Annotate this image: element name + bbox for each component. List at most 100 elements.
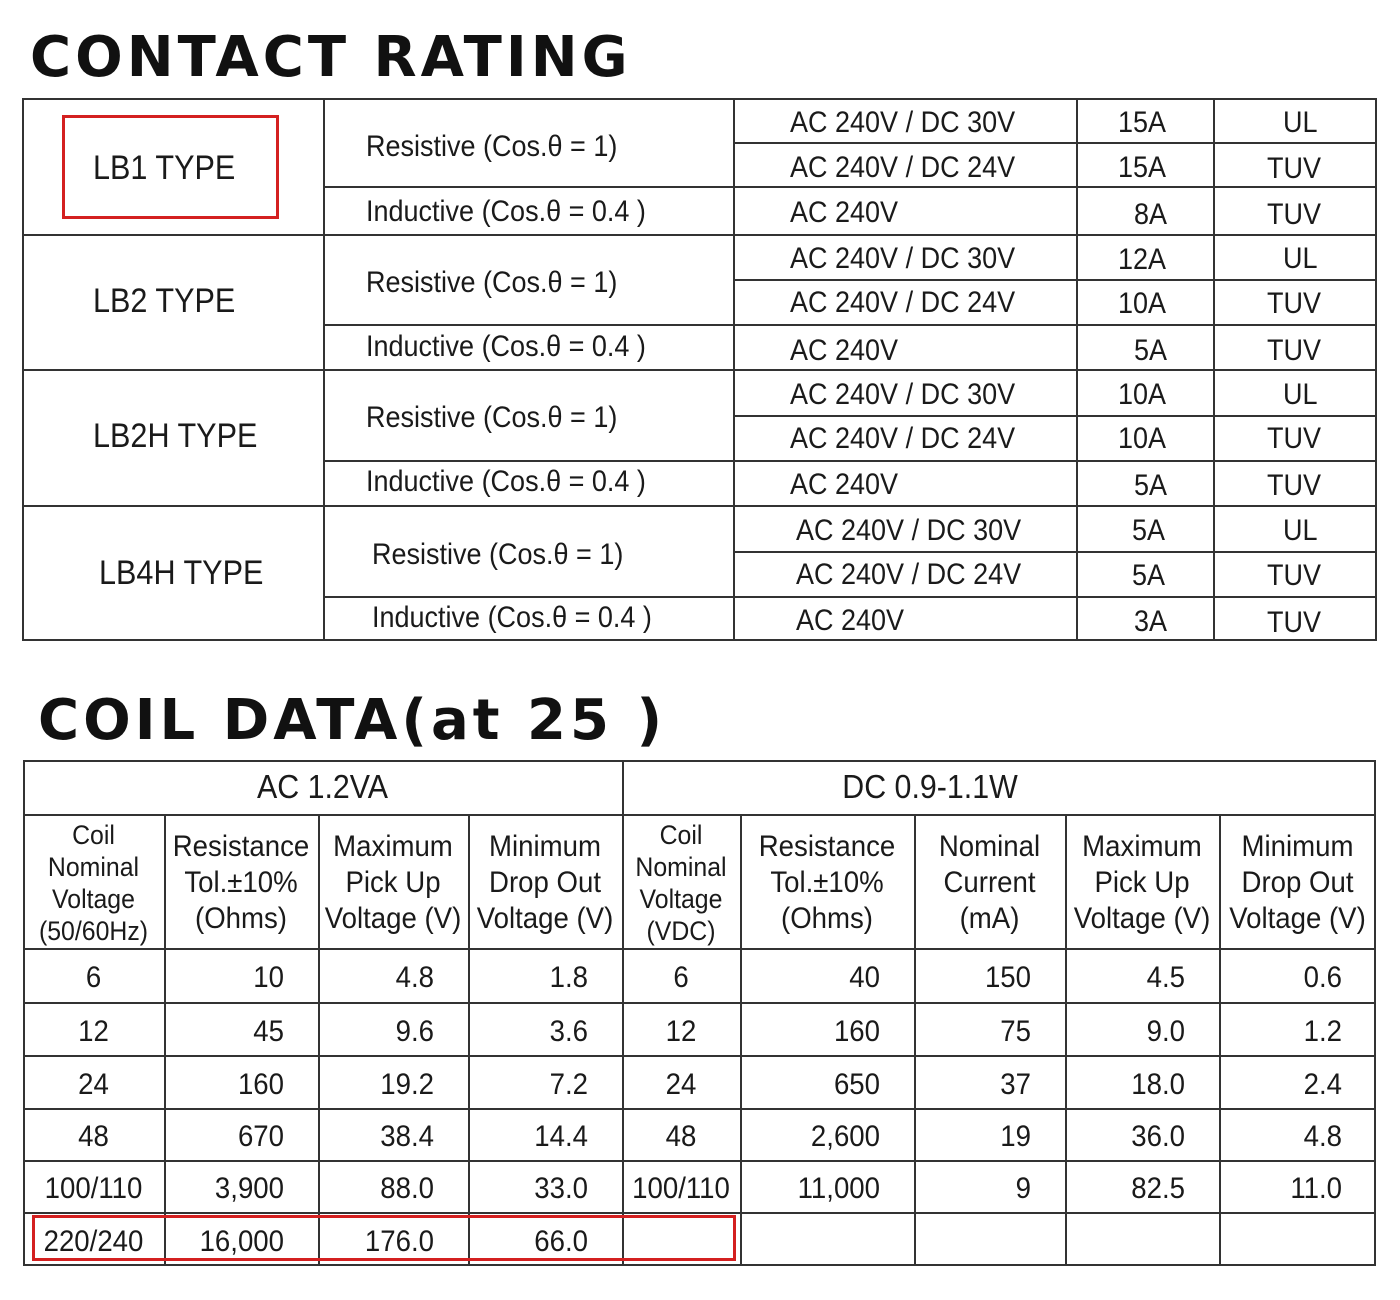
voltage-cell: AC 240V / DC 24V bbox=[796, 558, 1022, 591]
column-divider bbox=[914, 814, 916, 1266]
voltage-cell: AC 240V / DC 30V bbox=[790, 242, 1016, 275]
column-header-line: Voltage (V) bbox=[324, 902, 462, 935]
current-cell: 5A bbox=[1134, 469, 1168, 502]
table-cell: 75 bbox=[1000, 1014, 1031, 1048]
table-cell: 150 bbox=[984, 961, 1031, 994]
voltage-cell: AC 240V / DC 24V bbox=[790, 286, 1016, 319]
table-cell: 36.0 bbox=[1131, 1120, 1185, 1153]
column-divider bbox=[740, 814, 742, 1266]
table-cell: 176.0 bbox=[364, 1225, 434, 1258]
current-cell: 5A bbox=[1134, 334, 1168, 367]
row-divider bbox=[23, 814, 1376, 816]
column-divider bbox=[164, 814, 166, 1266]
cert-cell: TUV bbox=[1267, 198, 1321, 231]
dc-group-header: DC 0.9-1.1W bbox=[842, 768, 1018, 805]
column-divider bbox=[318, 814, 320, 1266]
table-cell: 33.0 bbox=[534, 1172, 588, 1205]
coil-data-title: COIL DATA(at 25 ) bbox=[38, 688, 667, 753]
table-cell: 4.8 bbox=[1303, 1120, 1342, 1153]
table-cell: 11.0 bbox=[1290, 1172, 1342, 1205]
table-cell: 19 bbox=[1000, 1120, 1031, 1153]
table-cell: 160 bbox=[833, 1014, 880, 1048]
column-header-line: Tol.±10% bbox=[184, 866, 298, 899]
table-cell: 16,000 bbox=[199, 1225, 284, 1258]
table-cell: 12 bbox=[78, 1014, 109, 1048]
row-divider bbox=[733, 142, 1377, 144]
cert-cell: TUV bbox=[1267, 559, 1321, 592]
row-divider bbox=[733, 415, 1377, 417]
column-header-line: (50/60Hz) bbox=[38, 916, 149, 946]
current-cell: 3A bbox=[1134, 605, 1168, 638]
current-cell: 10A bbox=[1118, 378, 1167, 411]
table-cell: 2,600 bbox=[810, 1120, 880, 1153]
group-divider bbox=[22, 505, 1377, 507]
column-header-line: Voltage bbox=[52, 884, 135, 914]
column-header-line: Current bbox=[943, 866, 1036, 899]
inductive-label: Inductive (Cos.θ = 0.4 ) bbox=[366, 330, 646, 363]
cert-cell: TUV bbox=[1267, 287, 1321, 320]
ac-group-header: AC 1.2VA bbox=[256, 768, 389, 805]
voltage-cell: AC 240V bbox=[790, 468, 899, 501]
table-cell: 100/110 bbox=[44, 1172, 143, 1205]
row-divider bbox=[23, 1055, 1376, 1057]
row-divider bbox=[733, 279, 1377, 281]
type-label-lb4h: LB4H TYPE bbox=[99, 554, 264, 592]
column-divider bbox=[1065, 814, 1067, 1266]
row-divider bbox=[23, 1002, 1376, 1004]
column-header-line: (mA) bbox=[959, 902, 1020, 935]
column-header-line: Voltage bbox=[639, 884, 723, 914]
highlight-box-lb1 bbox=[62, 115, 279, 219]
row-divider bbox=[23, 1212, 1376, 1214]
column-header-line: Nominal bbox=[938, 830, 1041, 863]
column-divider bbox=[468, 814, 470, 1266]
inductive-label: Inductive (Cos.θ = 0.4 ) bbox=[372, 601, 652, 634]
table-cell: 9.6 bbox=[395, 1014, 434, 1048]
table-cell: 45 bbox=[253, 1014, 284, 1048]
table-cell: 40 bbox=[849, 961, 880, 994]
table-cell: 19.2 bbox=[380, 1067, 434, 1101]
column-header-line: Drop Out bbox=[489, 866, 601, 899]
current-cell: 12A bbox=[1118, 243, 1167, 276]
table-cell: 37 bbox=[1000, 1067, 1031, 1101]
voltage-cell: AC 240V / DC 24V bbox=[790, 422, 1016, 455]
row-divider bbox=[323, 324, 1377, 326]
cert-cell: UL bbox=[1283, 106, 1318, 139]
type-label-lb1: LB1 TYPE bbox=[93, 149, 236, 187]
table-cell: 670 bbox=[237, 1120, 284, 1153]
voltage-cell: AC 240V / DC 30V bbox=[796, 514, 1022, 547]
column-header-line: (Ohms) bbox=[781, 902, 873, 935]
type-label-lb2: LB2 TYPE bbox=[93, 282, 236, 320]
column-header-line: (Ohms) bbox=[195, 902, 287, 935]
table-cell: 48 bbox=[78, 1120, 109, 1153]
table-cell: 650 bbox=[833, 1067, 880, 1101]
cert-cell: TUV bbox=[1267, 606, 1321, 639]
contact-rating-title: CONTACT RATING bbox=[30, 25, 632, 90]
table-cell: 66.0 bbox=[534, 1225, 588, 1258]
column-header-line: Voltage (V) bbox=[1073, 902, 1211, 935]
inductive-label: Inductive (Cos.θ = 0.4 ) bbox=[366, 195, 646, 228]
column-header-line: Voltage (V) bbox=[476, 902, 614, 935]
column-header-line: Nominal bbox=[635, 852, 727, 882]
cert-cell: TUV bbox=[1267, 422, 1321, 455]
table-cell: 88.0 bbox=[380, 1172, 434, 1205]
column-header-line: Nominal bbox=[47, 852, 140, 882]
column-header-line: Coil bbox=[72, 820, 115, 850]
current-cell: 8A bbox=[1134, 198, 1168, 231]
table-cell: 9.0 bbox=[1146, 1014, 1185, 1048]
column-header-line: Pick Up bbox=[345, 866, 441, 899]
current-cell: 5A bbox=[1132, 559, 1166, 592]
row-divider bbox=[323, 596, 1377, 598]
resistive-label: Resistive (Cos.θ = 1) bbox=[366, 266, 618, 299]
group-divider bbox=[22, 369, 1377, 371]
voltage-cell: AC 240V bbox=[790, 196, 899, 229]
table-cell: 160 bbox=[237, 1067, 284, 1101]
column-header-line: Maximum bbox=[333, 830, 453, 863]
table-cell: 24 bbox=[78, 1067, 109, 1101]
column-header-line: Maximum bbox=[1082, 830, 1202, 863]
column-header-line: Coil bbox=[659, 820, 703, 850]
column-header-line: Resistance bbox=[758, 830, 896, 863]
voltage-cell: AC 240V bbox=[796, 604, 905, 637]
cert-cell: UL bbox=[1283, 378, 1318, 411]
table-cell: 100/110 bbox=[632, 1172, 730, 1205]
table-cell: 24 bbox=[665, 1067, 697, 1101]
